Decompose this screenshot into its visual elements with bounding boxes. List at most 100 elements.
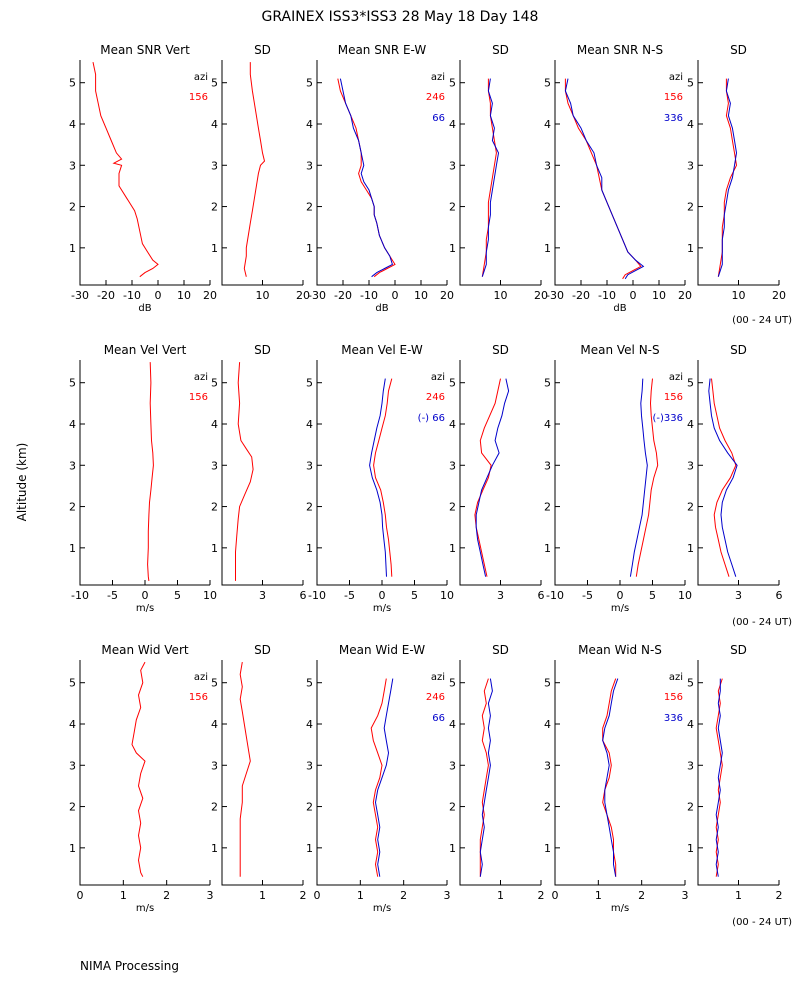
x-tick-label: 3: [259, 589, 266, 602]
y-tick-label: 3: [687, 759, 694, 772]
azi-label: azi: [431, 372, 445, 383]
x-axis-label: m/s: [136, 603, 154, 614]
x-tick-label: 10: [256, 289, 270, 302]
series-line-red: [373, 378, 393, 577]
y-tick-label: 2: [306, 501, 313, 514]
series-line-red: [635, 378, 659, 577]
x-tick-label: -5: [107, 589, 118, 602]
y-tick-label: 1: [687, 242, 694, 255]
panel-title: SD: [730, 343, 747, 357]
y-tick-label: 5: [211, 377, 218, 390]
y-tick-label: 5: [449, 677, 456, 690]
x-tick-label: 1: [735, 889, 742, 902]
y-tick-label: 1: [211, 842, 218, 855]
series-line-red: [481, 78, 497, 277]
panel-title: Mean SNR N-S: [577, 43, 663, 57]
x-axis-label: dB: [375, 303, 388, 314]
x-tick-label: 3: [682, 889, 689, 902]
panel-1-0: Mean Vel Vert 1 2 3 4 5 -10 -5 0 5 10 m/s azi 156: [69, 343, 217, 614]
y-tick-label: 4: [544, 118, 551, 131]
series-line-blue: [629, 378, 648, 577]
series-line-blue: [339, 78, 394, 278]
y-tick-label: 4: [687, 118, 694, 131]
panel-title: Mean Vel E-W: [341, 343, 423, 357]
panel-title: Mean SNR Vert: [100, 43, 190, 57]
azi-label: azi: [431, 72, 445, 83]
y-tick-label: 3: [69, 459, 76, 472]
panel-title: SD: [730, 43, 747, 57]
y-tick-label: 2: [544, 501, 551, 514]
legend-entry: (-) 66: [418, 413, 445, 424]
x-tick-label: 10: [732, 289, 746, 302]
x-tick-label: 2: [300, 889, 307, 902]
y-tick-label: 4: [449, 418, 456, 431]
series-line-blue: [717, 78, 738, 277]
y-tick-label: 5: [449, 377, 456, 390]
x-tick-label: 0: [617, 589, 624, 602]
y-tick-label: 2: [687, 201, 694, 214]
y-tick-label: 1: [544, 842, 551, 855]
y-tick-label: 5: [687, 77, 694, 90]
series-line-red: [243, 62, 266, 277]
panel-title: SD: [254, 643, 271, 657]
time-range-label: (00 - 24 UT): [732, 917, 792, 928]
panel-0-0: Mean SNR Vert 1 2 3 4 5 -30 -20 -10 0 10 20 dB azi 156: [69, 43, 217, 314]
x-tick-label: 6: [300, 589, 307, 602]
y-tick-label: 4: [687, 418, 694, 431]
y-tick-label: 1: [544, 542, 551, 555]
y-tick-label: 2: [687, 501, 694, 514]
y-tick-label: 3: [544, 459, 551, 472]
x-tick-label: 1: [259, 889, 266, 902]
y-tick-label: 2: [211, 501, 218, 514]
legend-entry: 246: [426, 692, 445, 703]
x-tick-label: 0: [314, 889, 321, 902]
x-tick-label: 0: [155, 289, 162, 302]
y-tick-label: 1: [69, 542, 76, 555]
x-tick-label: -20: [334, 289, 352, 302]
panel-axes: [221, 660, 303, 886]
x-tick-label: 1: [357, 889, 364, 902]
series-line-red: [715, 678, 723, 877]
azi-label: azi: [669, 372, 683, 383]
panel-axes: [697, 660, 779, 886]
series-line-red: [131, 661, 146, 877]
x-tick-label: 20: [534, 289, 548, 302]
series-line-red: [474, 378, 501, 577]
series-line-red: [717, 78, 738, 277]
y-tick-label: 4: [211, 418, 218, 431]
y-tick-label: 1: [211, 242, 218, 255]
panel-title: Mean Wid E-W: [339, 643, 425, 657]
series-line-blue: [481, 78, 500, 277]
x-tick-label: -10: [308, 589, 326, 602]
y-tick-label: 5: [69, 377, 76, 390]
legend-entry: 156: [664, 92, 683, 103]
x-tick-label: 10: [678, 589, 692, 602]
x-tick-label: -20: [97, 289, 115, 302]
series-line-blue: [602, 678, 619, 877]
panel-2-2: Mean Wid E-W 1 2 3 4 5 0 1 2 3 m/s azi 246 66: [306, 643, 451, 914]
y-tick-label: 4: [449, 718, 456, 731]
x-tick-label: 5: [174, 589, 181, 602]
y-tick-label: 3: [544, 159, 551, 172]
y-tick-label: 5: [687, 377, 694, 390]
legend-entry: 246: [426, 392, 445, 403]
y-tick-label: 3: [449, 759, 456, 772]
x-tick-label: 0: [392, 289, 399, 302]
panel-axes: [697, 60, 779, 286]
x-tick-label: 10: [414, 289, 428, 302]
x-tick-label: 20: [203, 289, 217, 302]
legend-entry: 336: [664, 113, 683, 124]
x-axis-label: dB: [138, 303, 151, 314]
y-tick-label: 3: [544, 759, 551, 772]
x-tick-label: 1: [497, 889, 504, 902]
legend-entry: 336: [664, 713, 683, 724]
panel-title: SD: [254, 343, 271, 357]
panel-0-1: SD 1 2 3 4 5 10 20: [211, 43, 310, 302]
panel-title: SD: [730, 643, 747, 657]
x-tick-label: -10: [546, 589, 564, 602]
y-tick-label: 5: [211, 677, 218, 690]
y-tick-label: 4: [449, 118, 456, 131]
y-tick-label: 3: [449, 159, 456, 172]
x-tick-label: -20: [572, 289, 590, 302]
